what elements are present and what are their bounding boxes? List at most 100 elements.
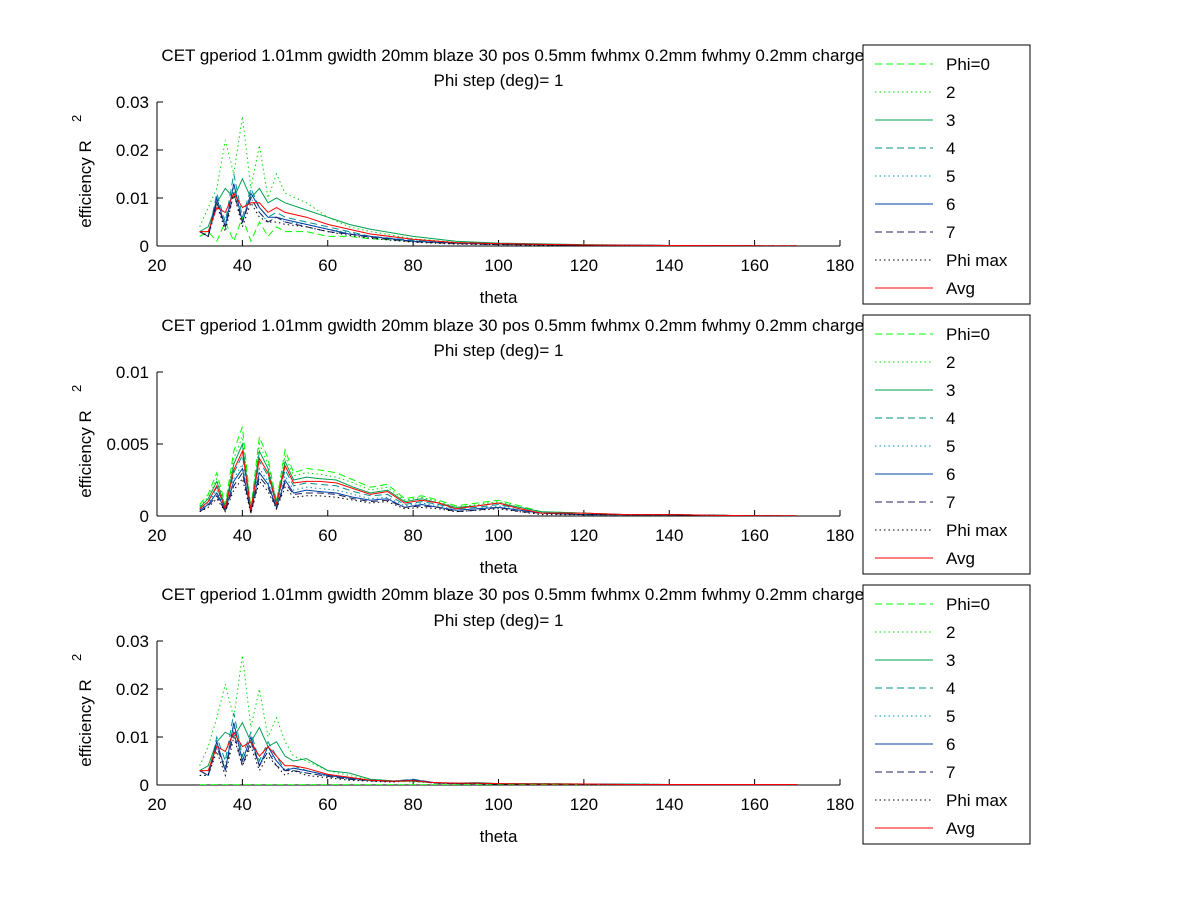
series-line-4: [199, 453, 798, 516]
chart-title: CET gperiod 1.01mm gwidth 20mm blaze 30 …: [161, 585, 975, 604]
subplot-2: CET gperiod 1.01mm gwidth 20mm blaze 30 …: [69, 314, 1031, 577]
legend-entry: 3: [946, 381, 955, 400]
x-tick-label: 20: [148, 256, 167, 275]
chart-subtitle: Phi step (deg)= 1: [434, 341, 564, 360]
x-tick-label: 80: [404, 526, 423, 545]
series-line-8: [199, 735, 798, 785]
x-tick-label: 60: [318, 795, 337, 814]
legend-entry: 5: [946, 437, 955, 456]
y-axis-label-superscript: 2: [69, 654, 84, 661]
legend-entry: 4: [946, 409, 955, 428]
y-tick-label: 0: [140, 507, 149, 526]
legend-entry: 2: [946, 83, 955, 102]
series-lines: [199, 116, 798, 246]
x-axis-label: theta: [480, 288, 518, 307]
legend-entry: 6: [946, 735, 955, 754]
series-line-6: [199, 467, 798, 516]
y-axis-label-group: efficiency R 2: [69, 115, 95, 228]
y-tick-label: 0.02: [116, 680, 149, 699]
y-axis-label-group: efficiency R 2: [69, 654, 95, 767]
x-tick-label: 180: [826, 795, 854, 814]
legend-entry: Phi max: [946, 521, 1008, 540]
x-tick-label: 120: [570, 526, 598, 545]
x-tick-label: 20: [148, 795, 167, 814]
series-line-9: [199, 731, 798, 785]
series-line-1: [199, 426, 798, 516]
chart-subtitle: Phi step (deg)= 1: [434, 71, 564, 90]
legend-entry: 7: [946, 763, 955, 782]
legend-entry: 4: [946, 679, 955, 698]
y-axis-label: efficiency R: [76, 679, 95, 767]
legend: Phi=0 2 3 4 5 6 7 Phi max Avg: [862, 44, 1031, 305]
subplot-1: CET gperiod 1.01mm gwidth 20mm blaze 30 …: [69, 44, 1031, 307]
series-lines: [199, 655, 798, 785]
y-tick-label: 0.03: [116, 632, 149, 651]
y-tick-label: 0.02: [116, 141, 149, 160]
subplot-3: CET gperiod 1.01mm gwidth 20mm blaze 30 …: [69, 584, 1031, 846]
legend-box: [862, 44, 1031, 305]
x-tick-label: 60: [318, 526, 337, 545]
y-tick-label: 0: [140, 776, 149, 795]
legend-entry: Phi max: [946, 251, 1008, 270]
legend-entry: Phi=0: [946, 595, 990, 614]
legend-entry: 5: [946, 167, 955, 186]
x-tick-label: 80: [404, 795, 423, 814]
x-tick-label: 160: [740, 795, 768, 814]
x-tick-label: 100: [484, 526, 512, 545]
legend-entry: 4: [946, 139, 955, 158]
y-axis-label: efficiency R: [76, 140, 95, 228]
legend-entry: Avg: [946, 549, 975, 568]
legend: Phi=0 2 3 4 5 6 7 Phi max Avg: [862, 584, 1031, 845]
legend-entry: 3: [946, 651, 955, 670]
series-lines: [199, 426, 798, 516]
x-tick-label: 180: [826, 526, 854, 545]
legend-entry: 7: [946, 223, 955, 242]
x-tick-label: 180: [826, 256, 854, 275]
x-tick-label: 60: [318, 256, 337, 275]
legend-entry: Phi=0: [946, 325, 990, 344]
x-tick-label: 80: [404, 256, 423, 275]
x-tick-label: 140: [655, 526, 683, 545]
x-tick-label: 120: [570, 795, 598, 814]
chart-title: CET gperiod 1.01mm gwidth 20mm blaze 30 …: [161, 316, 975, 335]
legend-entry: 2: [946, 353, 955, 372]
legend-entry: 7: [946, 493, 955, 512]
y-axis-label: efficiency R: [76, 410, 95, 498]
x-tick-label: 40: [233, 526, 252, 545]
plot-area: [157, 641, 840, 785]
legend-entry: Avg: [946, 279, 975, 298]
legend-entry: Avg: [946, 819, 975, 838]
series-line-9: [199, 449, 798, 516]
x-tick-label: 40: [233, 256, 252, 275]
x-tick-label: 20: [148, 526, 167, 545]
legend-entry: 6: [946, 465, 955, 484]
y-axis-label-group: efficiency R 2: [69, 385, 95, 498]
x-tick-label: 40: [233, 795, 252, 814]
x-axis-label: theta: [480, 827, 518, 846]
y-axis-label-superscript: 2: [69, 385, 84, 392]
y-tick-label: 0.005: [106, 435, 149, 454]
x-tick-label: 120: [570, 256, 598, 275]
x-axis-label: theta: [480, 558, 518, 577]
y-tick-label: 0.01: [116, 363, 149, 382]
legend-box: [862, 314, 1031, 575]
legend: Phi=0 2 3 4 5 6 7 Phi max Avg: [862, 314, 1031, 575]
legend-box: [862, 584, 1031, 845]
legend-entry: 2: [946, 623, 955, 642]
y-axis-label-superscript: 2: [69, 115, 84, 122]
y-tick-label: 0.01: [116, 189, 149, 208]
y-tick-label: 0: [140, 237, 149, 256]
legend-entry: 3: [946, 111, 955, 130]
x-tick-label: 160: [740, 526, 768, 545]
x-tick-label: 140: [655, 795, 683, 814]
x-tick-label: 100: [484, 256, 512, 275]
x-tick-label: 140: [655, 256, 683, 275]
chart-subtitle: Phi step (deg)= 1: [434, 611, 564, 630]
plot-area: [157, 102, 840, 246]
series-line-7: [199, 471, 798, 516]
legend-entry: Phi max: [946, 791, 1008, 810]
y-tick-label: 0.01: [116, 728, 149, 747]
legend-entry: 6: [946, 195, 955, 214]
chart-title: CET gperiod 1.01mm gwidth 20mm blaze 30 …: [161, 46, 975, 65]
series-line-9: [199, 192, 798, 246]
